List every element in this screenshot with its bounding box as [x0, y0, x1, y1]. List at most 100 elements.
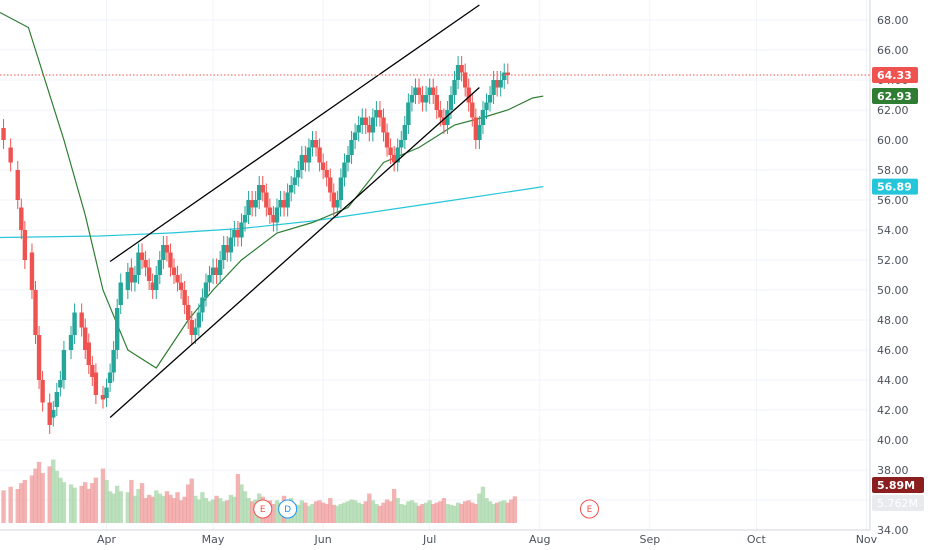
candle[interactable]: [36, 326, 42, 389]
candle[interactable]: [47, 393, 52, 435]
candle[interactable]: [278, 191, 283, 217]
candle[interactable]: [310, 131, 315, 157]
channel-lines[interactable]: [109, 4, 480, 418]
candle[interactable]: [477, 116, 482, 149]
candle[interactable]: [232, 221, 237, 247]
candle[interactable]: [143, 251, 148, 277]
candle[interactable]: [484, 93, 489, 120]
candle[interactable]: [246, 191, 251, 224]
candle[interactable]: [470, 93, 475, 127]
candle[interactable]: [210, 258, 216, 285]
candle[interactable]: [15, 161, 20, 209]
candle[interactable]: [239, 213, 244, 247]
candle[interactable]: [502, 63, 507, 90]
candle[interactable]: [90, 356, 95, 386]
candle[interactable]: [61, 341, 67, 389]
candle[interactable]: [434, 86, 439, 119]
candle[interactable]: [288, 176, 294, 202]
candle[interactable]: [228, 228, 234, 262]
candle[interactable]: [217, 251, 223, 284]
candle[interactable]: [381, 108, 386, 142]
candle[interactable]: [349, 131, 354, 164]
candle[interactable]: [93, 363, 99, 405]
candle[interactable]: [225, 236, 230, 262]
candle[interactable]: [154, 266, 159, 299]
candle[interactable]: [285, 183, 290, 217]
candle[interactable]: [445, 101, 450, 134]
candle[interactable]: [480, 101, 486, 134]
candle[interactable]: [29, 243, 35, 300]
candle[interactable]: [317, 138, 322, 172]
candle[interactable]: [399, 131, 404, 157]
candle[interactable]: [313, 131, 319, 157]
candle[interactable]: [452, 71, 457, 104]
candle[interactable]: [214, 258, 219, 285]
candle[interactable]: [22, 221, 28, 269]
candle[interactable]: [303, 146, 308, 172]
candle[interactable]: [193, 318, 198, 345]
candle[interactable]: [352, 123, 358, 150]
candle[interactable]: [395, 138, 400, 172]
candle[interactable]: [260, 176, 265, 202]
candle[interactable]: [487, 86, 493, 112]
candle[interactable]: [178, 273, 184, 300]
candle[interactable]: [100, 386, 106, 409]
channel-trendline[interactable]: [109, 87, 480, 418]
candle[interactable]: [196, 303, 202, 337]
candle[interactable]: [345, 146, 351, 172]
candle[interactable]: [129, 258, 134, 292]
candle[interactable]: [79, 303, 84, 337]
candle[interactable]: [306, 138, 312, 172]
candle[interactable]: [249, 191, 255, 217]
candle[interactable]: [72, 303, 77, 345]
candle[interactable]: [203, 273, 209, 307]
candle[interactable]: [186, 296, 191, 329]
candle[interactable]: [8, 138, 13, 172]
candle[interactable]: [296, 161, 301, 187]
candle[interactable]: [164, 236, 170, 262]
candle[interactable]: [136, 243, 141, 285]
candle[interactable]: [274, 198, 280, 232]
candle[interactable]: [367, 116, 372, 142]
candle[interactable]: [363, 108, 368, 135]
candle[interactable]: [377, 101, 383, 127]
candle[interactable]: [257, 176, 262, 209]
candle[interactable]: [19, 198, 24, 240]
candle[interactable]: [324, 161, 329, 187]
candle[interactable]: [107, 363, 113, 393]
candle[interactable]: [104, 378, 109, 408]
candle[interactable]: [360, 108, 365, 135]
candle[interactable]: [200, 288, 205, 322]
candle[interactable]: [68, 326, 74, 359]
candle[interactable]: [235, 221, 241, 247]
candle[interactable]: [54, 383, 60, 416]
candle[interactable]: [221, 236, 226, 269]
candle[interactable]: [157, 251, 162, 284]
candle[interactable]: [431, 78, 436, 105]
earnings-marker[interactable]: E: [253, 499, 273, 519]
candle[interactable]: [335, 191, 340, 217]
candle[interactable]: [182, 281, 187, 314]
candle[interactable]: [118, 273, 123, 315]
candle[interactable]: [207, 266, 212, 292]
candle[interactable]: [402, 116, 408, 149]
candle[interactable]: [320, 153, 326, 180]
candle[interactable]: [111, 341, 116, 382]
candle[interactable]: [146, 258, 152, 291]
candle[interactable]: [455, 56, 461, 89]
candle[interactable]: [491, 71, 496, 104]
candle[interactable]: [189, 311, 194, 344]
candle[interactable]: [83, 318, 88, 360]
candle[interactable]: [168, 243, 173, 277]
candle[interactable]: [299, 146, 305, 179]
candle[interactable]: [125, 263, 131, 299]
candle[interactable]: [423, 86, 429, 112]
candle[interactable]: [292, 168, 297, 195]
candle[interactable]: [242, 206, 248, 232]
candle[interactable]: [416, 78, 422, 105]
candle[interactable]: [175, 266, 180, 292]
candle[interactable]: [58, 371, 63, 397]
candle[interactable]: [271, 206, 276, 232]
